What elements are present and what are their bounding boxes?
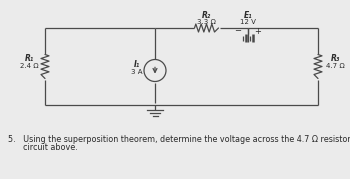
Text: I₁: I₁ <box>134 60 140 69</box>
Text: 2.4 Ω: 2.4 Ω <box>20 64 38 69</box>
Text: 3 A: 3 A <box>131 69 143 76</box>
Text: 4.7 Ω: 4.7 Ω <box>326 64 344 69</box>
Text: 3.3 Ω: 3.3 Ω <box>197 19 216 25</box>
Text: circuit above.: circuit above. <box>8 143 78 152</box>
Text: −: − <box>234 26 241 35</box>
Text: R₃: R₃ <box>330 54 340 63</box>
Text: 5.   Using the superposition theorem, determine the voltage across the 4.7 Ω res: 5. Using the superposition theorem, dete… <box>8 135 350 144</box>
Text: R₁: R₁ <box>25 54 34 63</box>
Text: R₂: R₂ <box>202 11 211 20</box>
Text: E₁: E₁ <box>244 11 252 20</box>
Text: 12 V: 12 V <box>240 19 256 25</box>
Text: +: + <box>254 26 261 35</box>
